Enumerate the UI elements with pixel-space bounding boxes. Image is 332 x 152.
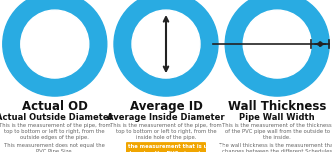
Text: This is the measurement of the pipe, from
top to bottom or left to right, from t: This is the measurement of the pipe, fro… (110, 123, 222, 140)
Circle shape (114, 0, 218, 96)
FancyBboxPatch shape (126, 142, 206, 152)
Circle shape (21, 10, 89, 78)
Text: This is the measurement of the thickness
of the PVC pipe wall from the outside t: This is the measurement of the thickness… (222, 123, 332, 140)
Text: This is the measurement of the pipe, from
top to bottom or left to right, from t: This is the measurement of the pipe, fro… (0, 123, 111, 140)
Circle shape (132, 10, 200, 78)
Circle shape (243, 10, 311, 78)
Text: Pipe Wall Width: Pipe Wall Width (239, 113, 315, 122)
Text: This is the measurement that is used to
determine the PVC pipe size.: This is the measurement that is used to … (107, 145, 225, 152)
Text: Actual OD: Actual OD (22, 100, 88, 113)
Text: Actual Outside Diameter: Actual Outside Diameter (0, 113, 113, 122)
Text: Wall Thickness: Wall Thickness (228, 100, 326, 113)
Text: This measurement does not equal the
PVC Pipe Size.: This measurement does not equal the PVC … (4, 143, 105, 152)
Text: Average ID: Average ID (129, 100, 203, 113)
Text: The wall thickness is the measurement that
changes between the different Schedul: The wall thickness is the measurement th… (219, 143, 332, 152)
Text: Average Inside Diameter: Average Inside Diameter (107, 113, 225, 122)
Circle shape (3, 0, 107, 96)
Circle shape (225, 0, 329, 96)
